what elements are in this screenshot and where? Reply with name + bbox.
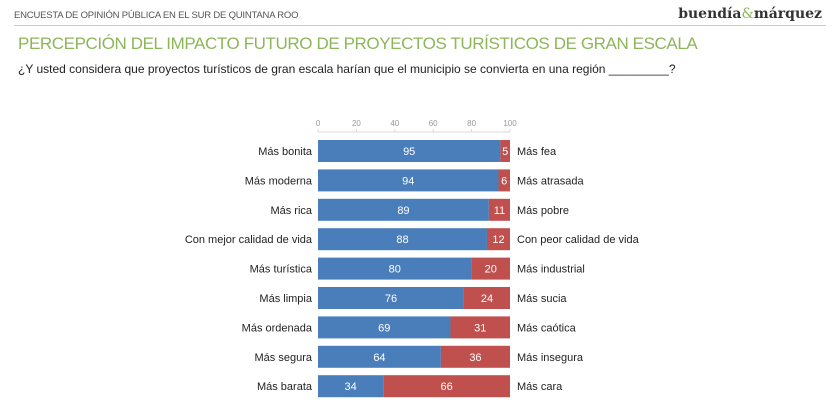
opposite-label: Más pobre bbox=[517, 205, 569, 217]
bar-value-label: 11 bbox=[494, 205, 505, 217]
bar-value-label: 66 bbox=[441, 381, 453, 393]
category-label: Más barata bbox=[257, 381, 313, 393]
opposite-label: Con peor calidad de vida bbox=[517, 234, 640, 246]
x-tick-label: 100 bbox=[503, 119, 517, 128]
bar-value-label: 80 bbox=[389, 264, 401, 276]
opposite-label: Más atrasada bbox=[517, 175, 585, 187]
bar-negative bbox=[440, 345, 510, 368]
bar-value-label: 64 bbox=[373, 352, 385, 364]
bar-value-label: 12 bbox=[492, 234, 504, 246]
bar-negative bbox=[471, 257, 510, 280]
x-tick-label: 0 bbox=[316, 119, 321, 128]
bar-value-label: 94 bbox=[402, 175, 414, 187]
brand-logo: buendía&márquez bbox=[678, 6, 822, 22]
category-label: Con mejor calidad de vida bbox=[185, 234, 313, 246]
page-title: PERCEPCIÓN DEL IMPACTO FUTURO DE PROYECT… bbox=[18, 34, 698, 53]
bar-positive bbox=[318, 316, 451, 339]
bar-value-label: 88 bbox=[396, 234, 408, 246]
category-label: Más bonita bbox=[258, 146, 313, 158]
category-label: Más ordenada bbox=[242, 322, 313, 334]
bar-value-label: 69 bbox=[378, 322, 390, 334]
bar-positive bbox=[318, 257, 472, 280]
opposite-label: Más sucia bbox=[517, 293, 567, 305]
opposite-label: Más insegura bbox=[517, 352, 584, 364]
bar-value-label: 20 bbox=[485, 264, 497, 276]
bar-negative bbox=[488, 198, 510, 221]
category-label: Más moderna bbox=[245, 175, 313, 187]
bar-positive bbox=[318, 140, 501, 162]
bar-negative bbox=[500, 140, 510, 162]
bar-positive bbox=[318, 375, 384, 398]
bar-positive bbox=[318, 228, 487, 251]
bar-positive bbox=[318, 345, 441, 368]
opposite-label: Más cara bbox=[517, 381, 563, 393]
bar-negative bbox=[450, 316, 510, 339]
survey-name: ENCUESTA DE OPINIÓN PÚBLICA EN EL SUR DE… bbox=[14, 10, 299, 21]
survey-question: ¿Y usted considera que proyectos turísti… bbox=[18, 62, 676, 76]
bar-value-label: 24 bbox=[481, 293, 493, 305]
header-divider bbox=[14, 25, 826, 26]
bar-negative bbox=[463, 287, 510, 309]
logo-ampersand: & bbox=[741, 6, 754, 22]
x-tick-label: 60 bbox=[429, 119, 438, 128]
category-label: Más segura bbox=[255, 352, 313, 364]
category-label: Más turística bbox=[250, 264, 313, 276]
logo-text: buendía bbox=[678, 6, 742, 22]
bar-positive bbox=[318, 198, 489, 221]
bar-negative bbox=[383, 375, 510, 398]
x-tick-label: 80 bbox=[467, 119, 476, 128]
logo-text: márquez bbox=[753, 6, 822, 22]
bar-value-label: 6 bbox=[501, 175, 507, 187]
x-tick-label: 40 bbox=[390, 119, 399, 128]
bar-value-label: 5 bbox=[502, 146, 508, 158]
opposite-label: Más fea bbox=[517, 146, 557, 158]
x-tick-label: 20 bbox=[352, 119, 361, 128]
opposite-label: Más caótica bbox=[517, 322, 577, 334]
bar-value-label: 89 bbox=[397, 205, 409, 217]
bar-positive bbox=[318, 169, 499, 192]
bar-negative bbox=[486, 228, 510, 251]
category-label: Más rica bbox=[270, 205, 312, 217]
bar-value-label: 34 bbox=[345, 381, 357, 393]
bar-value-label: 31 bbox=[474, 322, 486, 334]
category-label: Más limpia bbox=[259, 293, 312, 305]
opposite-label: Más industrial bbox=[517, 264, 585, 276]
bar-positive bbox=[318, 287, 464, 309]
bar-negative bbox=[498, 169, 510, 192]
bar-value-label: 36 bbox=[469, 352, 481, 364]
bar-value-label: 76 bbox=[385, 293, 397, 305]
bar-value-label: 95 bbox=[403, 146, 415, 158]
